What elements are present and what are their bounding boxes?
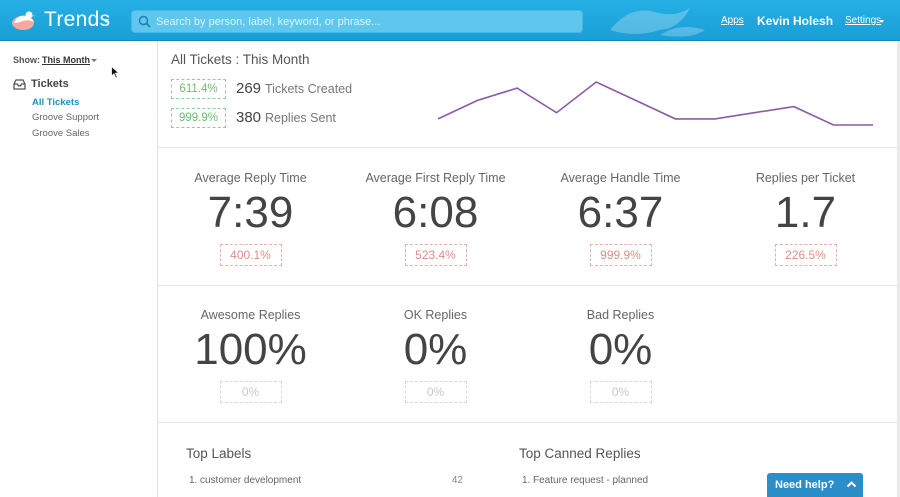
top-labels-rank: 1.: [189, 475, 198, 486]
top-canned-replies-title: Top Canned Replies: [519, 446, 641, 461]
show-label: Show:: [13, 55, 40, 65]
tickets-created-change-badge: 611.4%: [171, 79, 226, 99]
settings-caret-icon[interactable]: [880, 20, 884, 23]
inbox-tray-icon: [13, 79, 26, 90]
sidebar-item-groove-sales[interactable]: Groove Sales: [32, 128, 90, 139]
metric-label: Average Handle Time: [560, 171, 681, 185]
replies-sent-change-badge: 999.9%: [171, 108, 226, 128]
need-help-button[interactable]: Need help?: [767, 473, 863, 497]
metric-change-badge: 0%: [219, 381, 282, 403]
search-bar[interactable]: [131, 10, 583, 33]
section-divider: [158, 147, 898, 148]
metric-value: 100%: [194, 325, 307, 374]
user-name[interactable]: Kevin Holesh: [757, 14, 834, 28]
metric-change-badge: 400.1%: [219, 244, 282, 266]
sidebar: Show: This Month Tickets All Tickets Gro…: [0, 41, 158, 497]
period-selector[interactable]: This Month: [42, 55, 90, 65]
app-title[interactable]: Trends: [44, 8, 111, 31]
activity-sparkline-chart: [437, 81, 873, 126]
metric-bad-replies: Bad Replies 0% 0%: [528, 308, 713, 403]
tickets-section-title: Tickets: [31, 78, 69, 90]
period-caret-icon[interactable]: [91, 59, 97, 62]
top-labels-count: 42: [451, 475, 463, 486]
metric-value: 7:39: [207, 188, 294, 237]
mouse-cursor-icon: [111, 66, 120, 79]
top-labels-name[interactable]: customer development: [200, 475, 302, 486]
metric-value: 1.7: [774, 188, 837, 237]
metric-awesome-replies: Awesome Replies 100% 0%: [158, 308, 343, 403]
decorative-birds-background: [610, 8, 705, 37]
sparkline-series-line: [437, 81, 873, 126]
section-divider: [158, 285, 898, 286]
search-input[interactable]: [156, 13, 576, 30]
search-icon: [138, 15, 151, 28]
metric-label: Replies per Ticket: [755, 171, 856, 185]
section-divider: [158, 422, 898, 423]
metric-value: 0%: [588, 325, 653, 374]
metric-change-badge: 226.5%: [774, 244, 837, 266]
metric-value: 6:37: [577, 188, 664, 237]
main-content: All Tickets : This Month 611.4% 269 Tick…: [158, 41, 898, 497]
metric-ok-replies: OK Replies 0% 0%: [343, 308, 528, 403]
settings-link[interactable]: Settings: [845, 15, 882, 26]
need-help-label: Need help?: [775, 479, 835, 491]
sidebar-item-groove-support[interactable]: Groove Support: [32, 112, 100, 123]
replies-sent-count: 380: [236, 109, 262, 126]
sidebar-item-all-tickets[interactable]: All Tickets: [32, 97, 80, 108]
metric-label: Bad Replies: [586, 308, 655, 322]
metric-change-badge: 523.4%: [404, 244, 467, 266]
metric-replies-per-ticket: Replies per Ticket 1.7 226.5%: [713, 171, 898, 266]
metric-label: Average First Reply Time: [365, 171, 506, 185]
replies-sent-label: Replies Sent: [265, 111, 336, 125]
metric-average-handle-time: Average Handle Time 6:37 999.9%: [528, 171, 713, 266]
metric-average-first-reply-time: Average First Reply Time 6:08 523.4%: [343, 171, 528, 266]
app-title-dropdown-caret-icon[interactable]: [103, 19, 109, 23]
metric-label: OK Replies: [403, 308, 468, 322]
metric-value: 6:08: [392, 188, 479, 237]
metric-value: 0%: [403, 325, 468, 374]
metric-change-badge: 0%: [404, 381, 467, 403]
apps-link[interactable]: Apps: [721, 15, 744, 26]
top-labels-title: Top Labels: [186, 446, 252, 461]
metric-change-badge: 999.9%: [589, 244, 652, 266]
metric-change-badge: 0%: [589, 381, 652, 403]
page-title: All Tickets : This Month: [171, 52, 310, 67]
chevron-up-icon: [846, 481, 857, 488]
tickets-created-label: Tickets Created: [265, 82, 353, 96]
metric-label: Awesome Replies: [200, 308, 301, 322]
top-canned-name[interactable]: Feature request - planned: [533, 475, 649, 486]
top-header: Trends Apps Kevin Holesh Settings: [0, 0, 900, 41]
metric-average-reply-time: Average Reply Time 7:39 400.1%: [158, 171, 343, 266]
tickets-created-count: 269: [236, 80, 262, 97]
scrollbar-track[interactable]: [897, 41, 900, 497]
metric-label: Average Reply Time: [194, 171, 307, 185]
groove-bird-logo-icon[interactable]: [10, 8, 36, 32]
top-canned-rank: 1.: [522, 475, 531, 486]
